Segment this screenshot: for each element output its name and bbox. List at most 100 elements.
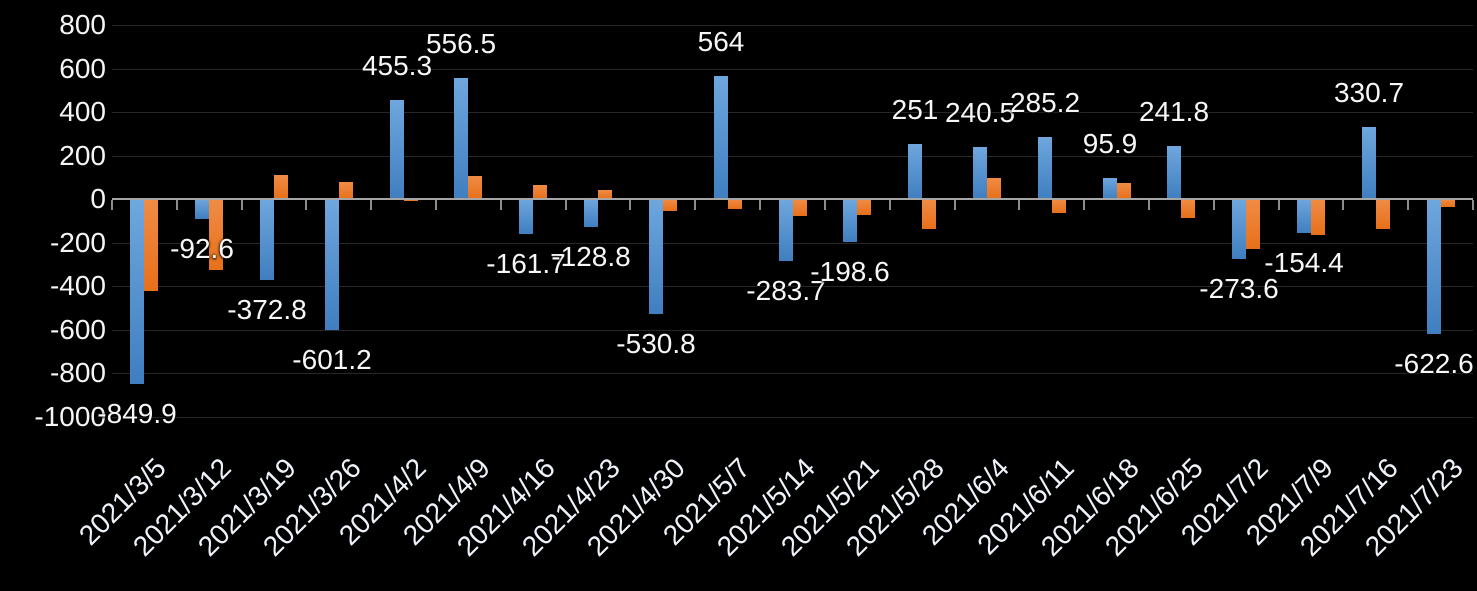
blue-bar [843,199,857,242]
data-label: 455.3 [361,50,433,81]
axis-tick [500,200,502,210]
blue-bar [390,100,404,199]
blue-bar [973,147,987,199]
axis-tick [1407,200,1409,210]
axis-tick [759,200,761,210]
data-label: -372.8 [227,294,307,325]
orange-bar [663,199,677,211]
data-label: -154.4 [1264,247,1344,278]
axis-tick [435,200,437,210]
axis-tick [889,200,891,210]
y-axis-label: 400 [59,96,106,127]
y-axis-label: -200 [49,227,106,258]
data-label: 330.7 [1333,77,1405,108]
blue-bar [1103,178,1117,199]
orange-bar [1117,183,1131,199]
data-label: -161.7 [486,248,566,279]
blue-bar [325,199,339,330]
orange-bar [1052,199,1066,213]
data-label: -198.6 [810,256,890,287]
blue-bar [1362,127,1376,199]
orange-bar [728,199,742,209]
data-label: -849.9 [97,398,177,429]
orange-bar [1246,199,1260,249]
y-axis-label: 0 [90,183,106,214]
axis-tick [629,200,631,210]
orange-bar [857,199,871,215]
blue-bar [649,199,663,314]
data-label: -283.7 [746,275,826,306]
orange-bar [533,185,547,199]
data-label: 240.5 [944,97,1016,128]
gridline [112,330,1473,331]
gridline [112,112,1473,113]
blue-bar [779,199,793,261]
axis-tick [176,200,178,210]
axis-tick [694,200,696,210]
orange-bar [209,199,223,270]
data-label: -622.6 [1394,348,1474,379]
blue-bar [519,199,533,234]
data-label: -128.8 [551,241,631,272]
axis-tick [954,200,956,210]
gridline [112,373,1473,374]
axis-tick [111,200,113,210]
blue-bar [908,144,922,199]
data-label: 564 [697,26,745,57]
orange-bar [598,190,612,199]
blue-bar [1167,146,1181,199]
blue-bar [714,76,728,199]
blue-bar [1427,199,1441,334]
axis-tick [1278,200,1280,210]
y-axis-label: -400 [49,270,106,301]
gridline [112,156,1473,157]
axis-tick [565,200,567,210]
data-label: 556.5 [425,28,497,59]
blue-bar [1232,199,1246,259]
blue-bar [195,199,209,219]
orange-bar [1441,199,1455,207]
axis-tick [370,200,372,210]
blue-bar [1297,199,1311,233]
blue-bar [454,78,468,199]
blue-bar [584,199,598,227]
axis-tick [1018,200,1020,210]
gridline [112,25,1473,26]
data-label: 241.8 [1138,96,1210,127]
axis-tick [1083,200,1085,210]
orange-bar [1376,199,1390,229]
blue-bar [260,199,274,280]
orange-bar [274,175,288,199]
y-axis-label: -800 [49,357,106,388]
orange-bar [339,182,353,199]
y-axis-label: 200 [59,140,106,171]
blue-bar [1038,137,1052,199]
data-label: 251 [891,94,939,125]
orange-bar [987,178,1001,199]
data-label: 285.2 [1009,87,1081,118]
gridline [112,69,1473,70]
y-axis-label: 800 [59,9,106,40]
axis-tick [1213,200,1215,210]
blue-bar [130,199,144,384]
x-axis-line [112,198,1473,200]
data-label: -530.8 [616,328,696,359]
data-label: -601.2 [292,344,372,375]
axis-tick [1472,200,1474,210]
data-label: -273.6 [1199,273,1279,304]
orange-bar [468,176,482,199]
y-axis-label: -1000 [34,401,106,432]
orange-bar [793,199,807,216]
data-label: -92.6 [170,233,234,264]
axis-tick [1342,200,1344,210]
y-axis-label: -600 [49,314,106,345]
gridline [112,286,1473,287]
orange-bar [1311,199,1325,235]
orange-bar [1181,199,1195,218]
axis-tick [1148,200,1150,210]
gridline [112,417,1473,418]
orange-bar [144,199,158,291]
orange-bar [404,199,418,201]
